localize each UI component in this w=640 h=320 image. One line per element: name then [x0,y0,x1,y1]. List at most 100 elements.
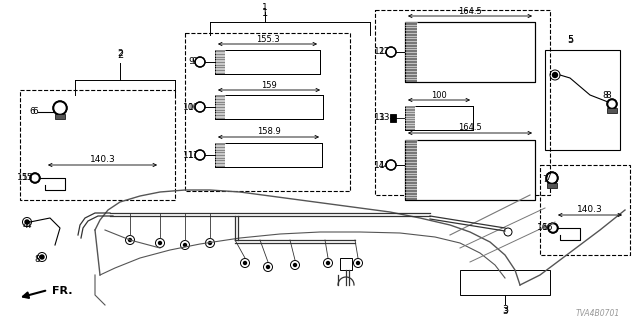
Text: 16: 16 [542,223,554,233]
Circle shape [550,225,556,231]
Circle shape [546,172,558,184]
Bar [215,50,320,74]
Circle shape [243,261,246,265]
Circle shape [159,242,161,244]
Text: 140.3: 140.3 [90,156,115,164]
Bar [20,90,175,200]
Bar [215,143,322,167]
Text: 6: 6 [29,108,35,116]
Text: 155.3: 155.3 [255,35,280,44]
Bar [405,22,535,82]
Text: 11: 11 [188,150,200,159]
Circle shape [25,220,29,224]
Bar [215,50,225,74]
Bar [215,143,225,167]
Text: 4: 4 [22,220,28,229]
Bar [540,165,630,255]
Text: 11: 11 [182,150,194,159]
Text: 5: 5 [567,36,573,44]
Text: 164.5: 164.5 [458,6,482,15]
Bar [215,95,323,119]
Text: 3: 3 [502,308,508,316]
Bar [215,95,323,119]
Bar [405,140,417,200]
Text: 7: 7 [545,173,551,182]
Bar [55,114,65,119]
Text: 10: 10 [188,102,200,111]
Circle shape [386,160,396,170]
Text: 159: 159 [261,81,277,90]
Bar [405,106,473,130]
Circle shape [184,244,186,246]
Text: 12: 12 [374,47,385,57]
Circle shape [196,103,204,110]
Circle shape [387,49,394,55]
Text: 3: 3 [502,305,508,315]
Text: 13: 13 [374,114,385,123]
Text: 8: 8 [35,255,40,265]
Text: 14: 14 [374,161,385,170]
Text: 6: 6 [32,108,38,116]
Circle shape [294,263,296,267]
Bar [405,106,415,130]
Text: FR.: FR. [52,286,72,296]
Text: 13: 13 [380,114,391,123]
Circle shape [266,266,269,268]
Text: 5: 5 [567,35,573,45]
Bar [390,114,396,122]
Circle shape [40,255,44,259]
Circle shape [609,101,615,107]
Text: 1: 1 [262,8,268,18]
Text: 1: 1 [262,3,268,12]
Circle shape [30,173,40,183]
Text: 100: 100 [431,91,447,100]
Text: 8: 8 [605,91,611,100]
Circle shape [356,261,360,265]
Circle shape [607,99,617,109]
Text: 15: 15 [22,173,34,182]
Text: 12: 12 [380,47,390,57]
Circle shape [196,151,204,158]
Text: 2: 2 [117,50,123,59]
Text: 16: 16 [536,223,548,233]
Text: 9: 9 [188,58,194,67]
Text: 10: 10 [182,102,194,111]
Bar [340,258,352,270]
Text: 9: 9 [191,58,197,67]
Bar [460,270,550,295]
Bar [405,106,473,130]
Circle shape [209,242,211,244]
Text: 7: 7 [542,175,548,185]
Bar [545,50,620,150]
Circle shape [552,73,557,77]
Text: 164.5: 164.5 [458,124,482,132]
Circle shape [548,223,558,233]
Bar [215,143,322,167]
Circle shape [326,261,330,265]
Bar [547,183,557,188]
Bar [405,22,417,82]
Bar [607,108,617,113]
Text: 15: 15 [17,173,28,182]
Text: 158.9: 158.9 [257,127,280,137]
Circle shape [387,162,394,169]
Bar [215,95,225,119]
Bar [375,10,550,195]
Text: TVA4B0701: TVA4B0701 [576,308,620,317]
Circle shape [195,57,205,67]
Circle shape [195,150,205,160]
Text: 14: 14 [380,161,390,170]
Circle shape [32,175,38,181]
Text: 8: 8 [602,91,608,100]
Circle shape [53,101,67,115]
Text: 2: 2 [117,50,123,60]
Text: 4: 4 [25,220,31,229]
Circle shape [55,103,65,113]
Circle shape [129,238,131,242]
Circle shape [195,102,205,112]
Circle shape [386,47,396,57]
Bar [405,140,535,200]
Bar [405,140,535,200]
Text: 140.3: 140.3 [577,205,603,214]
Circle shape [196,59,204,66]
